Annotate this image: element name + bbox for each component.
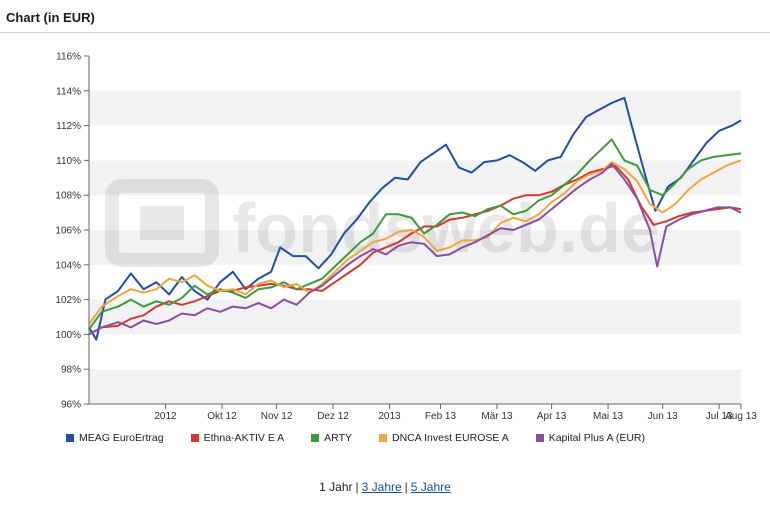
- x-tick-label: Nov 12: [261, 411, 293, 422]
- y-tick-label: 114%: [56, 86, 81, 97]
- legend-item: Kapital Plus A (EUR): [535, 432, 646, 444]
- grid-band: [89, 299, 741, 335]
- legend-swatch: [379, 434, 387, 442]
- series-line: [88, 138, 742, 330]
- performance-chart: fondsweb.de 116% 114% 112% 110% 108% 106% 104%…: [55, 52, 757, 423]
- y-tick-label: 100%: [55, 330, 81, 341]
- legend-swatch: [311, 434, 320, 442]
- legend-label: Kapital Plus A (EUR): [548, 432, 646, 444]
- legend-label: DNCA Invest EUROSE A: [392, 432, 509, 444]
- x-tick-label: Mai 13: [593, 411, 623, 422]
- y-tick-label: 102%: [55, 295, 81, 306]
- legend-swatch: [190, 434, 199, 442]
- x-tick-label: Mär 13: [481, 411, 513, 422]
- x-tick-label: Apr 13: [537, 411, 567, 422]
- x-tick-label: 2013: [378, 411, 401, 422]
- x-tick-label: Aug 13: [725, 411, 757, 422]
- y-tick-label: 104%: [55, 260, 81, 271]
- y-tick-label: 112%: [56, 121, 81, 132]
- x-tick-label: Jul 13: [706, 411, 733, 422]
- period-3-jahre-link[interactable]: 3 Jahre: [361, 480, 402, 494]
- x-tick-label: Dez 12: [317, 411, 349, 422]
- series-line: [88, 159, 742, 325]
- legend-swatch: [535, 434, 544, 442]
- y-tick-label: 110%: [56, 156, 81, 167]
- y-tick-label: 106%: [55, 226, 81, 237]
- y-tick-label: 96%: [61, 400, 81, 411]
- period-5-jahre-link[interactable]: 5 Jahre: [410, 480, 451, 494]
- series-line: [88, 162, 742, 336]
- title-divider: [0, 32, 770, 33]
- x-tick-label: Okt 12: [207, 411, 237, 422]
- series-line: [88, 164, 742, 336]
- period-separator: |: [355, 480, 359, 494]
- grid-band: [89, 230, 741, 265]
- legend-item: Ethna-AKTIV E A: [190, 432, 285, 444]
- y-tick-label: 98%: [61, 365, 81, 376]
- legend-label: MEAG EuroErtrag: [79, 432, 164, 444]
- y-tick-label: 108%: [55, 191, 81, 202]
- legend-item: ARTY: [311, 432, 352, 444]
- period-1-jahr: 1 Jahr: [319, 480, 353, 494]
- x-tick-label: Jun 13: [648, 411, 678, 422]
- x-tick-label: 2012: [154, 411, 177, 422]
- legend-swatch: [66, 434, 74, 442]
- legend-label: Ethna-AKTIV E A: [203, 432, 285, 444]
- period-selector: 1 Jahr | 3 Jahre | 5 Jahre: [0, 480, 770, 494]
- legend-item: DNCA Invest EUROSE A: [379, 432, 509, 444]
- grid-band: [89, 369, 741, 404]
- chart-legend: MEAG EuroErtrag Ethna-AKTIV E A ARTY DNCA I…: [66, 432, 672, 444]
- x-tick-label: Feb 13: [425, 411, 457, 422]
- period-separator: |: [404, 480, 408, 494]
- grid-band: [89, 90, 741, 126]
- watermark-logo: fondsweb.de: [105, 179, 660, 267]
- y-tick-label: 116%: [56, 52, 81, 63]
- legend-label: ARTY: [324, 432, 352, 444]
- chart-title: Chart (in EUR): [6, 10, 95, 25]
- legend-item: MEAG EuroErtrag: [66, 432, 164, 444]
